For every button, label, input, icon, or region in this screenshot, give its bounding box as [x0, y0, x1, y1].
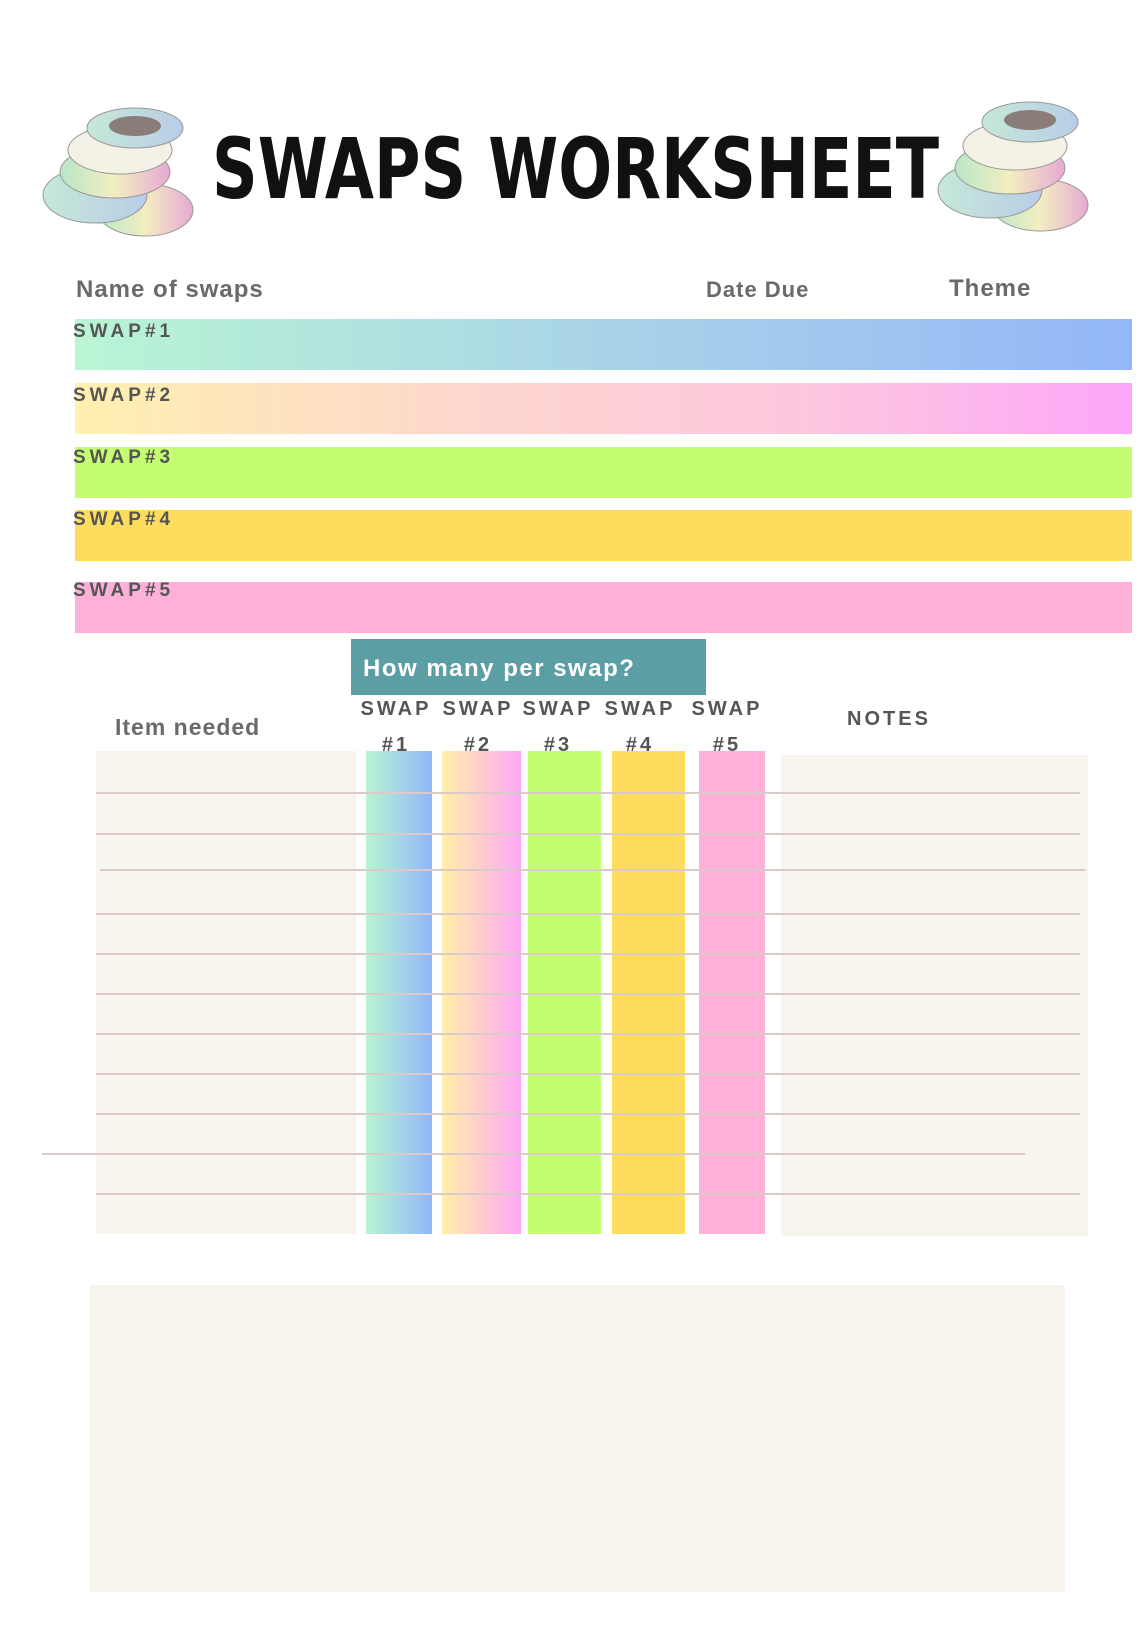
header-date: Date Due	[706, 277, 810, 302]
swap-row	[75, 582, 1132, 633]
col-head: SWAP	[604, 698, 676, 720]
col-head: SWAP	[691, 698, 763, 720]
swap-row	[75, 319, 1132, 370]
swap-label: SWAP#5	[73, 580, 175, 601]
item-header: Item needed	[115, 714, 261, 740]
header-theme: Theme	[949, 275, 1032, 302]
col-head: #5	[712, 734, 742, 756]
swap-label: SWAP#4	[73, 509, 175, 530]
col-head: #2	[463, 734, 493, 756]
swap-row	[75, 383, 1132, 434]
tape-rolls-right	[937, 101, 1089, 232]
tape-rolls-left	[42, 107, 194, 237]
col-head: SWAP	[442, 698, 514, 720]
notes-area	[90, 1285, 1065, 1592]
col-head: #4	[625, 734, 655, 756]
swap-label: SWAP#1	[73, 321, 175, 342]
swap-row	[75, 447, 1132, 498]
title: SWAPS WORKSHEET	[212, 120, 939, 218]
notes-column	[781, 755, 1088, 1236]
swap-row	[75, 510, 1132, 561]
banner: How many per swap?	[351, 639, 706, 695]
header-name: Name of swaps	[76, 276, 264, 303]
col-head: SWAP	[522, 698, 594, 720]
swap-label: SWAP#2	[73, 385, 175, 406]
notes-header: NOTES	[847, 708, 931, 730]
col-head: #3	[543, 734, 573, 756]
banner-text: How many per swap?	[363, 655, 636, 682]
col-head: #1	[381, 734, 411, 756]
swap-label: SWAP#3	[73, 447, 175, 468]
col-head: SWAP	[360, 698, 432, 720]
